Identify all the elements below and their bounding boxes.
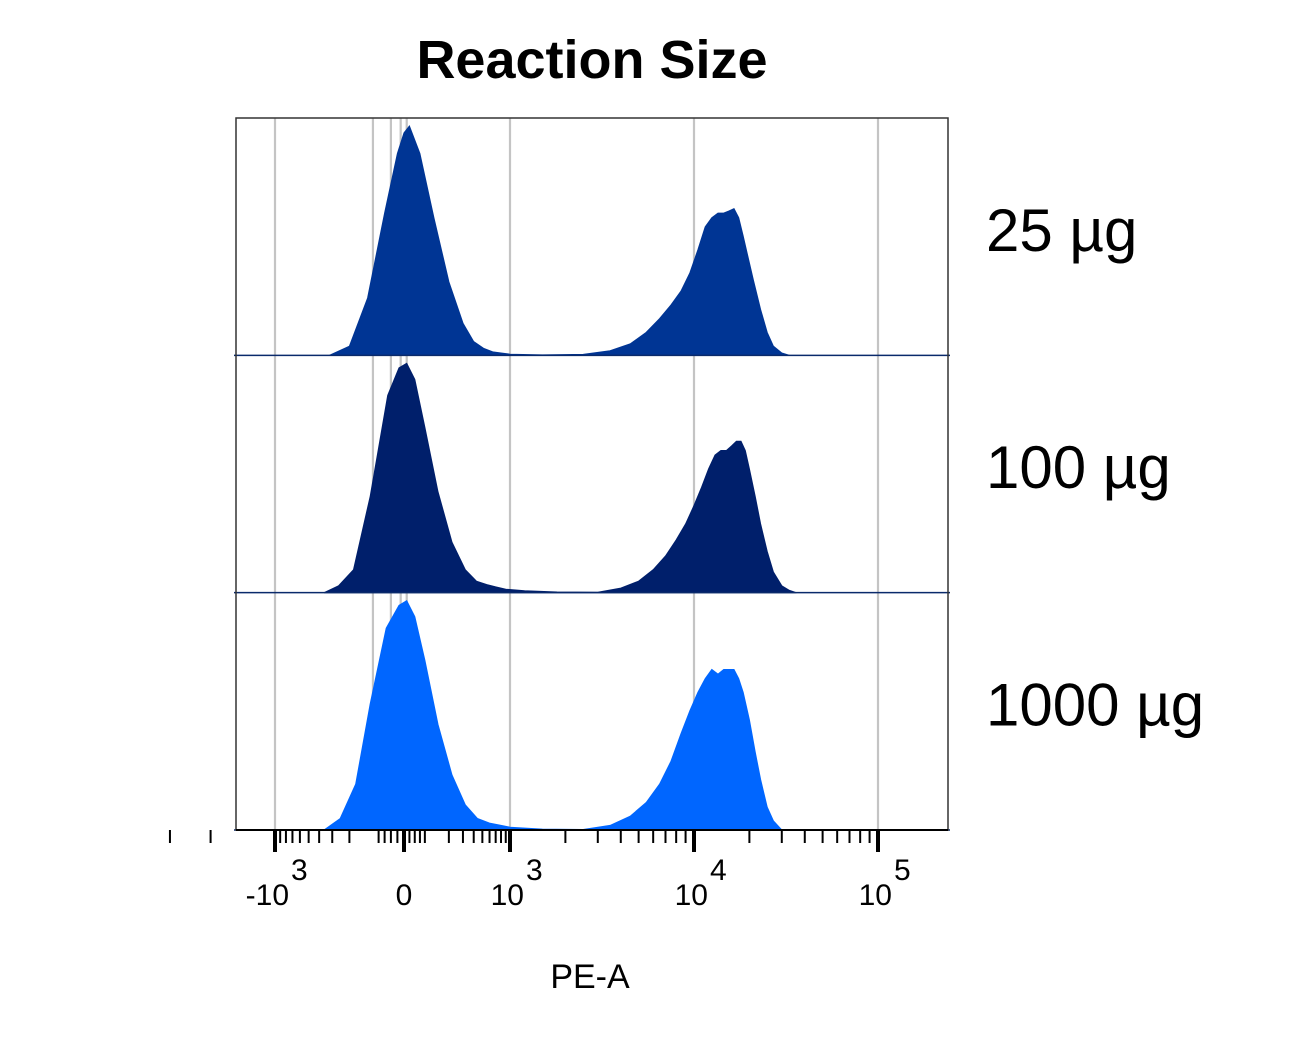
grid-lines xyxy=(273,118,880,830)
x-tick-label: 10 xyxy=(675,879,708,912)
series-label: 25 µg xyxy=(986,197,1137,264)
x-tick-label: 10 xyxy=(491,879,524,912)
x-tick-exponent: 5 xyxy=(894,854,911,887)
plot-frame xyxy=(235,117,949,831)
histogram-area xyxy=(322,599,783,831)
series-label: 1000 µg xyxy=(986,672,1204,739)
x-tick-label: -10 xyxy=(246,879,289,912)
x-axis-label: PE-A xyxy=(550,958,630,996)
x-tick-exponent: 3 xyxy=(526,854,543,887)
series-labels: 25 µg 100 µg 1000 µg xyxy=(986,197,1204,739)
x-tick-exponent: 3 xyxy=(291,854,308,887)
histogram-panels xyxy=(234,124,950,831)
series-label: 100 µg xyxy=(986,434,1171,501)
x-tick-label: 0 xyxy=(396,879,413,912)
histogram-area xyxy=(329,124,790,356)
x-tick-exponent: 4 xyxy=(710,854,727,887)
chart-title: Reaction Size xyxy=(416,30,767,90)
histogram-area xyxy=(323,362,797,594)
x-tick-label: 10 xyxy=(859,879,892,912)
